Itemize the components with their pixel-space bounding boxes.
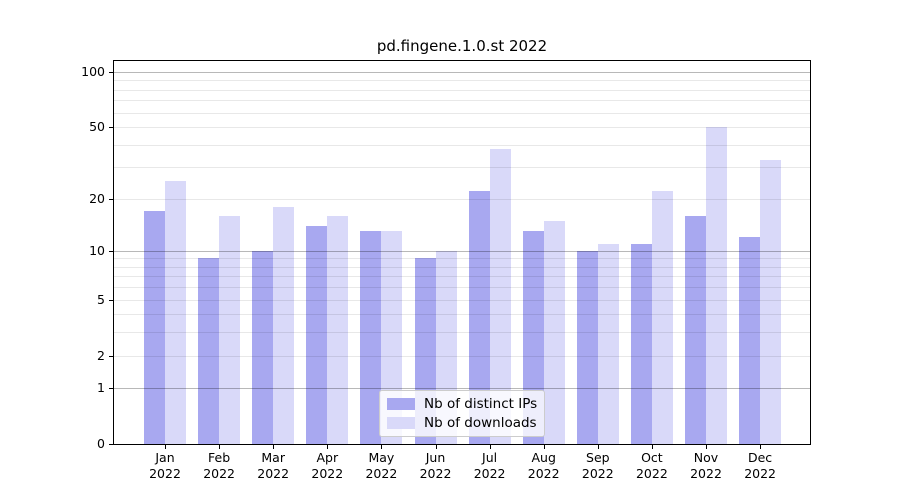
y-tick-label-50: 50	[89, 119, 105, 135]
bar-apr-distinct-ips	[306, 225, 328, 444]
bar-jul-distinct-ips	[468, 191, 490, 444]
gridline-minor-8	[114, 266, 810, 268]
y-tick-mark-1	[109, 388, 113, 390]
bar-aug-downloads	[543, 220, 565, 444]
y-tick-mark-20	[109, 198, 113, 200]
bar-sep-downloads	[597, 243, 619, 444]
gridline-minor-50	[114, 127, 810, 129]
chart-title: pd.fingene.1.0.st 2022	[376, 37, 548, 55]
gridline-minor-40	[114, 144, 810, 146]
x-tick-mark-dec	[760, 445, 762, 449]
bar-mar-distinct-ips	[252, 250, 274, 444]
x-tick-mark-apr	[327, 445, 329, 449]
bar-sep-distinct-ips	[576, 250, 598, 444]
grid-layer	[114, 61, 810, 444]
x-tick-label-oct: Oct 2022	[635, 450, 668, 481]
gridline-minor-70	[114, 100, 810, 102]
gridline-minor-6	[114, 287, 810, 289]
gridline-minor-5	[114, 299, 810, 301]
y-tick-label-0: 0	[97, 436, 105, 451]
legend-label-downloads: Nb of downloads	[424, 415, 537, 431]
y-tick-label-20: 20	[89, 190, 105, 206]
x-tick-mark-mar	[273, 445, 275, 449]
x-tick-mark-nov	[706, 445, 707, 449]
x-tick-label-dec: Dec 2022	[744, 450, 776, 481]
bar-feb-downloads	[219, 215, 241, 444]
bar-may-distinct-ips	[360, 231, 382, 444]
legend-entry-downloads: Nb of downloads	[387, 415, 537, 431]
x-tick-label-jun: Jun 2022	[419, 450, 452, 481]
gridline-minor-7	[114, 276, 810, 278]
bar-jan-downloads	[165, 181, 186, 444]
bar-nov-distinct-ips	[685, 215, 706, 444]
y-tick-mark-100	[109, 72, 113, 73]
x-tick-mark-feb	[219, 445, 221, 449]
x-tick-label-sep: Sep 2022	[581, 450, 614, 481]
gridline-minor-2	[114, 355, 810, 357]
x-tick-label-jan: Jan 2022	[149, 450, 181, 481]
legend-label-distinct-ips: Nb of distinct IPs	[424, 396, 538, 412]
y-tick-label-2: 2	[97, 347, 105, 363]
x-tick-label-jul: Jul 2022	[473, 450, 506, 481]
bar-mar-downloads	[273, 206, 295, 444]
y-tick-label-1: 1	[97, 380, 105, 396]
gridline-major-10	[114, 250, 810, 252]
gridline-minor-3	[114, 332, 810, 334]
bar-jul-downloads	[489, 148, 511, 444]
x-tick-label-apr: Apr 2022	[311, 450, 344, 481]
x-tick-mark-jan	[165, 445, 166, 449]
bar-dec-downloads	[760, 159, 782, 444]
legend-entry-distinct-ips: Nb of distinct IPs	[387, 396, 538, 412]
y-tick-mark-5	[109, 299, 113, 301]
y-tick-label-100: 100	[81, 64, 105, 79]
x-tick-label-aug: Aug 2022	[527, 450, 560, 481]
bar-dec-distinct-ips	[739, 237, 761, 444]
gridline-major-1	[114, 388, 810, 390]
bar-feb-distinct-ips	[198, 258, 220, 444]
y-tick-mark-2	[109, 355, 113, 357]
legend: Nb of distinct IPs Nb of downloads	[379, 390, 545, 437]
y-tick-label-5: 5	[97, 291, 105, 307]
y-tick-mark-0	[109, 444, 113, 445]
bar-oct-distinct-ips	[630, 243, 652, 444]
gridline-minor-20	[114, 198, 810, 200]
gridline-minor-4	[114, 314, 810, 316]
bar-nov-downloads	[706, 127, 727, 444]
bar-apr-downloads	[327, 215, 349, 444]
gridline-minor-30	[114, 167, 810, 169]
plot-area: Nb of distinct IPs Nb of downloads	[113, 60, 811, 445]
gridline-minor-9	[114, 258, 810, 260]
x-tick-mark-sep	[597, 445, 599, 449]
x-tick-mark-aug	[543, 445, 545, 449]
bar-jan-distinct-ips	[144, 211, 165, 444]
x-tick-mark-jun	[435, 445, 437, 449]
legend-swatch-distinct-ips	[387, 398, 415, 410]
y-tick-mark-50	[109, 127, 113, 129]
x-tick-mark-may	[381, 445, 383, 449]
bar-oct-downloads	[651, 191, 673, 444]
x-tick-mark-oct	[651, 445, 653, 449]
gridline-minor-60	[114, 112, 810, 114]
x-tick-label-feb: Feb 2022	[203, 450, 235, 481]
x-tick-label-may: May 2022	[365, 450, 398, 481]
y-tick-mark-10	[109, 250, 113, 252]
gridline-minor-90	[114, 80, 810, 82]
x-tick-mark-jul	[489, 445, 491, 449]
gridline-minor-80	[114, 89, 810, 91]
x-tick-label-mar: Mar 2022	[257, 450, 290, 481]
y-tick-label-10: 10	[89, 242, 105, 258]
gridline-major-100	[114, 72, 810, 73]
x-tick-label-nov: Nov 2022	[690, 450, 722, 481]
legend-swatch-downloads	[387, 417, 415, 429]
